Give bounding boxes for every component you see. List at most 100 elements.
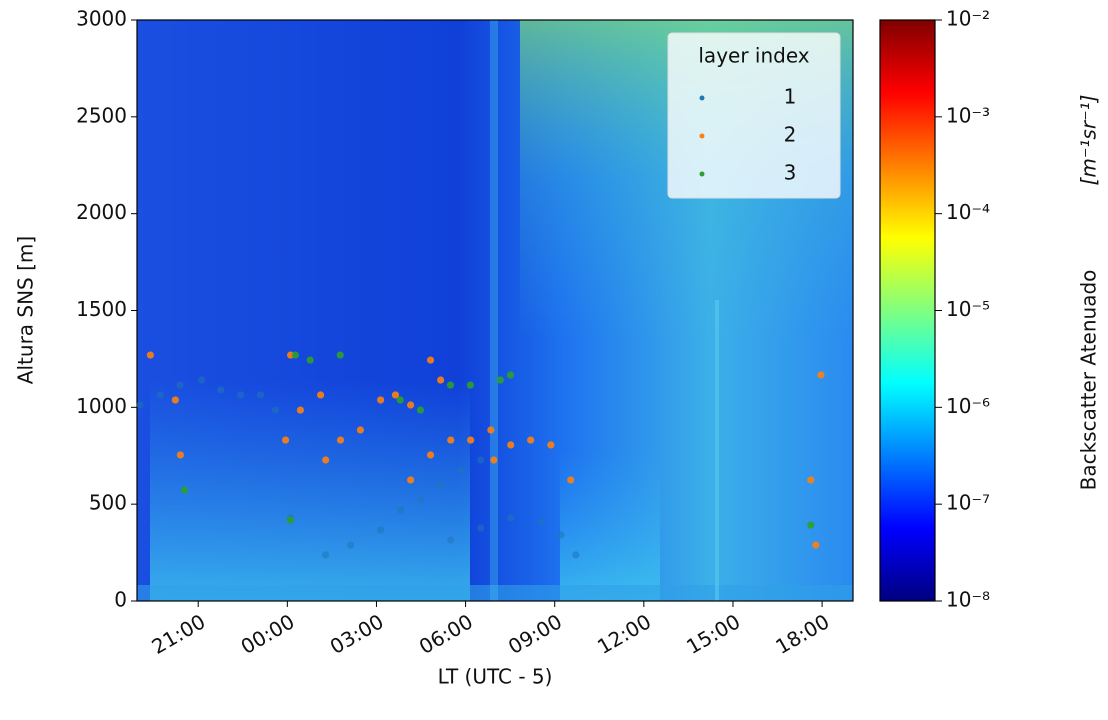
x-tick-label: 15:00 xyxy=(682,609,744,659)
colorbar-tick-label: 10⁻⁵ xyxy=(946,297,990,321)
x-tick-label: 06:00 xyxy=(415,609,477,659)
x-axis-label: LT (UTC - 5) xyxy=(438,665,553,689)
point xyxy=(817,371,825,379)
point xyxy=(507,514,515,522)
point xyxy=(807,521,815,529)
legend-box xyxy=(667,32,841,199)
colorbar-tick-label: 10⁻⁶ xyxy=(946,394,990,418)
x-tick-label: 09:00 xyxy=(504,609,566,659)
point xyxy=(391,391,400,399)
colorbar-label: Backscatter Atenuado xyxy=(1077,270,1101,491)
point xyxy=(336,351,344,359)
point xyxy=(477,524,485,532)
series xyxy=(136,376,580,559)
point xyxy=(466,381,474,389)
y-tick-label: 0 xyxy=(114,588,127,612)
legend-title: layer index xyxy=(698,44,809,68)
point xyxy=(437,481,445,489)
point xyxy=(198,376,206,384)
point xyxy=(477,456,485,464)
point xyxy=(567,476,575,484)
legend-label: 1 xyxy=(784,85,797,109)
point xyxy=(291,351,299,359)
point xyxy=(347,541,355,549)
colorbar-tick-label: 10⁻⁸ xyxy=(946,588,990,612)
point xyxy=(322,551,330,559)
series xyxy=(146,351,825,549)
colorbar-tick-label: 10⁻⁷ xyxy=(946,491,990,515)
point xyxy=(136,401,144,409)
point xyxy=(377,396,385,404)
point xyxy=(180,486,189,494)
point xyxy=(547,441,555,449)
point xyxy=(407,401,415,409)
point xyxy=(506,371,515,379)
point xyxy=(377,526,385,534)
point xyxy=(557,531,565,539)
y-tick-label: 2500 xyxy=(76,103,127,127)
y-tick-label: 1000 xyxy=(76,394,127,418)
y-tick-label: 1500 xyxy=(76,297,127,321)
point xyxy=(156,391,164,399)
point xyxy=(176,451,184,459)
point xyxy=(336,436,345,444)
point xyxy=(487,426,495,434)
point xyxy=(176,381,184,389)
point xyxy=(416,406,425,414)
y-tick-label: 500 xyxy=(89,491,127,515)
point xyxy=(437,376,445,384)
point xyxy=(317,391,325,399)
legend-label: 2 xyxy=(784,123,797,147)
point xyxy=(237,391,245,399)
colorbar-tick-label: 10⁻² xyxy=(946,7,990,31)
x-tick-label: 00:00 xyxy=(237,609,299,659)
point xyxy=(507,441,515,449)
point xyxy=(407,476,415,484)
point xyxy=(322,456,330,464)
point xyxy=(467,436,475,444)
point xyxy=(446,381,455,389)
point xyxy=(457,466,465,474)
legend-label: 3 xyxy=(784,161,797,185)
point xyxy=(396,506,405,514)
point xyxy=(281,436,290,444)
point xyxy=(296,406,305,414)
point xyxy=(572,551,580,559)
point xyxy=(306,356,314,364)
x-tick-label: 12:00 xyxy=(593,609,655,659)
point xyxy=(256,391,265,399)
point xyxy=(417,496,425,504)
point xyxy=(426,356,435,364)
y-axis-label: Altura SNS [m] xyxy=(14,236,38,384)
point xyxy=(490,456,498,464)
point xyxy=(286,516,294,524)
legend-marker xyxy=(699,95,705,101)
colorbar-tick-label: 10⁻³ xyxy=(946,103,990,127)
legend-marker xyxy=(699,133,705,139)
y-tick-label: 2000 xyxy=(76,200,127,224)
colorbar-tick-label: 10⁻⁴ xyxy=(946,200,990,224)
x-tick-label: 03:00 xyxy=(326,609,388,659)
point xyxy=(356,426,365,434)
point xyxy=(447,536,455,544)
point xyxy=(171,396,179,404)
legend-marker xyxy=(699,171,705,177)
series xyxy=(180,351,815,529)
x-tick-label: 21:00 xyxy=(148,609,210,659)
point xyxy=(527,436,535,444)
point xyxy=(447,436,455,444)
x-tick-label: 18:00 xyxy=(771,609,833,659)
colorbar-units: [m⁻¹sr⁻¹] xyxy=(1077,95,1101,186)
legend: layer index 1 2 3 xyxy=(667,32,841,199)
point xyxy=(496,376,504,384)
point xyxy=(271,406,280,414)
point xyxy=(426,451,435,459)
point xyxy=(807,476,815,484)
point xyxy=(537,518,545,526)
colorbar xyxy=(879,19,936,602)
point xyxy=(812,541,820,549)
point xyxy=(146,351,154,359)
y-tick-label: 3000 xyxy=(76,7,127,31)
point xyxy=(396,396,404,404)
